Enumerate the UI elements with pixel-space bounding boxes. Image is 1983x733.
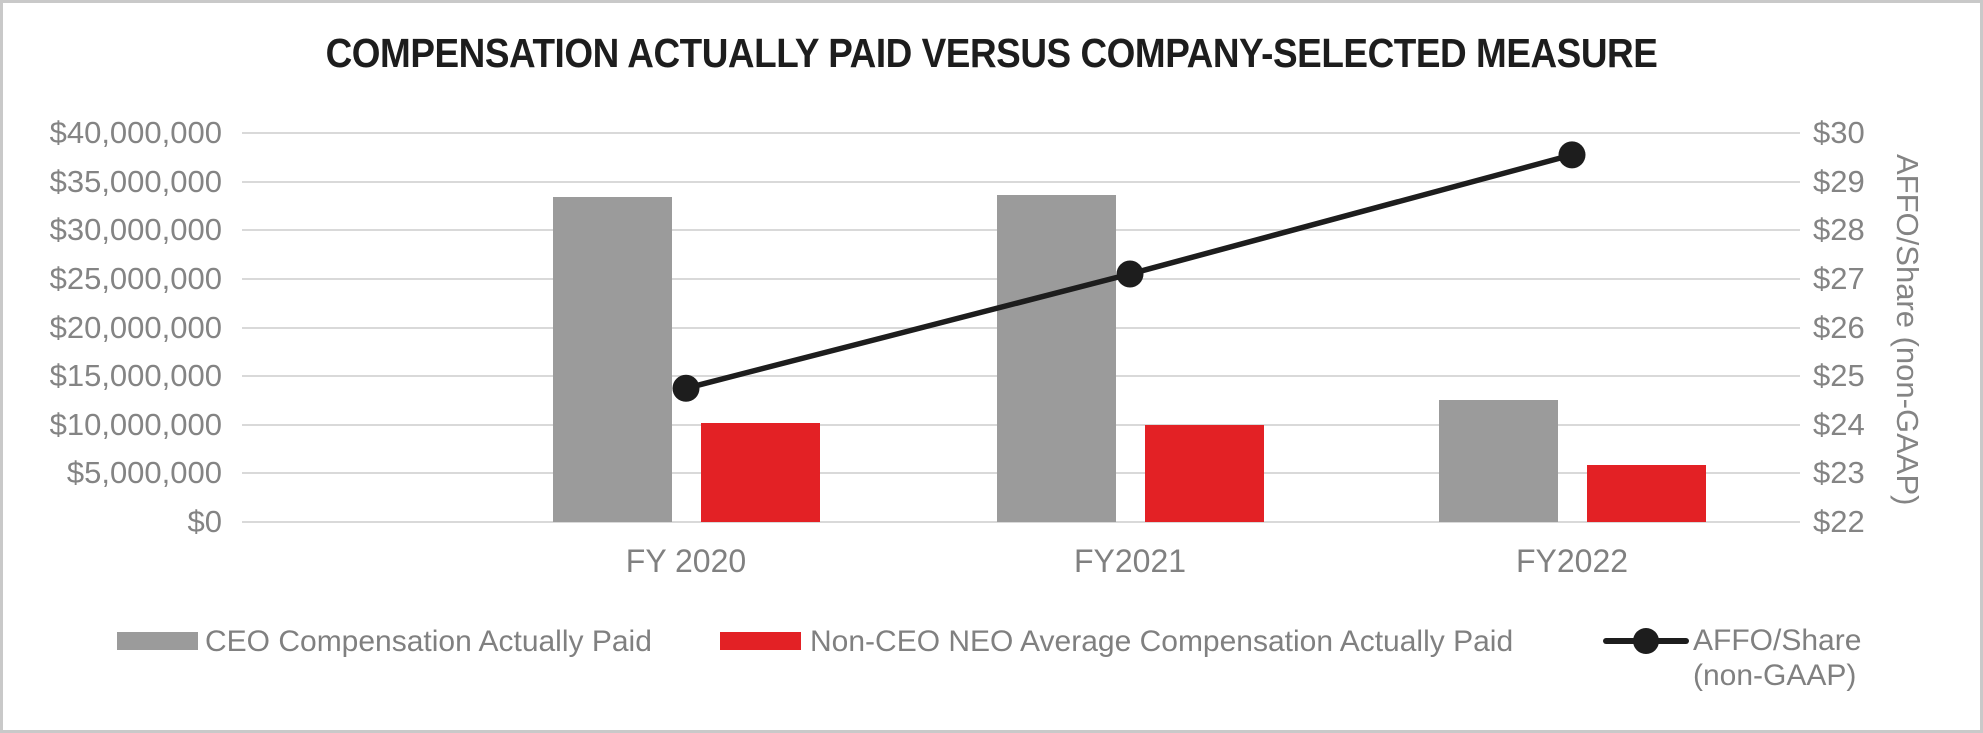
left-axis-tick-label: $25,000,000 — [49, 260, 222, 296]
affo-share-point-fy2022 — [1558, 141, 1586, 169]
bar-non-ceo-fy-2020 — [701, 422, 820, 522]
affo-share-point-fy-2020 — [672, 374, 700, 402]
gridline — [242, 180, 1800, 183]
left-axis-tick-label: $20,000,000 — [49, 309, 222, 345]
left-axis-tick-label: $0 — [187, 504, 222, 539]
left-axis-tick-label: $10,000,000 — [49, 406, 222, 442]
right-axis-tick-label: $23 — [1813, 455, 1865, 491]
chart-title: COMPENSATION ACTUALLY PAID VERSUS COMPAN… — [325, 30, 1658, 76]
right-axis-tick-label: $27 — [1813, 260, 1865, 296]
left-axis-tick-label: $15,000,000 — [49, 358, 222, 394]
gridline — [242, 132, 1800, 134]
right-axis-tick-label: $30 — [1813, 115, 1865, 150]
affo-share-point-fy2021 — [1116, 260, 1144, 288]
bar-non-ceo-fy2021 — [1145, 424, 1264, 522]
bar-ceo-fy2021 — [997, 195, 1116, 522]
category-label-fy2022: FY2022 — [1515, 543, 1629, 579]
category-label-fy-2020: FY 2020 — [625, 543, 747, 579]
left-axis-tick-label: $30,000,000 — [49, 212, 222, 248]
category-label-fy2021: FY2021 — [1073, 543, 1187, 579]
left-axis-tick-label: $40,000,000 — [49, 115, 222, 150]
left-axis-tick-label: $5,000,000 — [66, 455, 222, 491]
right-axis-tick-label: $22 — [1813, 504, 1865, 539]
right-axis-tick-label: $28 — [1813, 212, 1865, 248]
bar-ceo-fy-2020 — [553, 197, 672, 522]
right-axis-tick-label: $24 — [1813, 406, 1865, 442]
right-axis-tick-label: $26 — [1813, 309, 1865, 345]
bar-non-ceo-fy2022 — [1587, 464, 1706, 522]
right-axis-title: AFFO/Share (non-GAAP) — [1890, 154, 1925, 506]
gridline — [242, 521, 1800, 523]
right-axis-tick-label: $29 — [1813, 163, 1865, 199]
left-axis-tick-label: $35,000,000 — [49, 163, 222, 199]
bar-ceo-fy2022 — [1439, 399, 1558, 522]
right-axis-tick-label: $25 — [1813, 358, 1865, 394]
